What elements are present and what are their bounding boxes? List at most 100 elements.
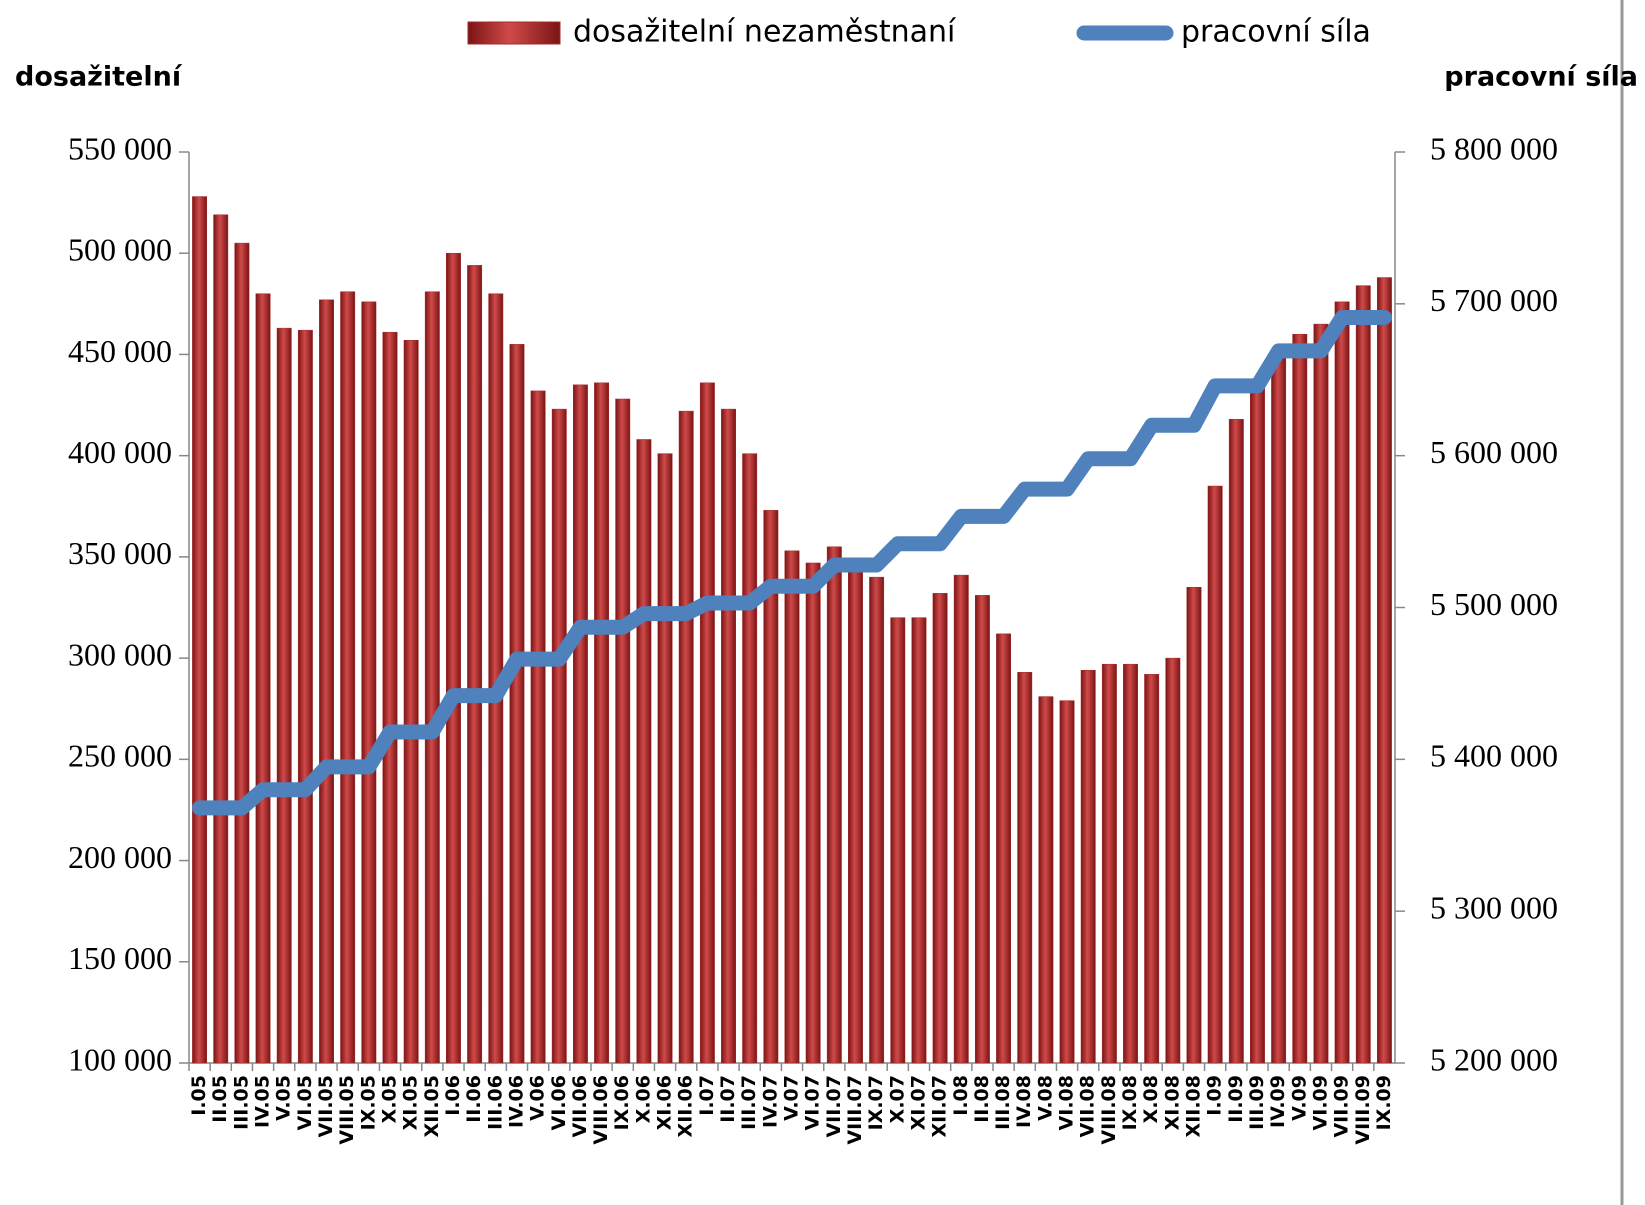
bar	[657, 453, 673, 1064]
x-tick-label: IX.06	[611, 1075, 633, 1130]
x-tick-label: I.08	[950, 1075, 972, 1116]
x-tick-label: IX.08	[1119, 1075, 1141, 1130]
line	[192, 309, 1392, 816]
bar	[1038, 696, 1054, 1064]
bar	[1207, 485, 1223, 1064]
bar	[1123, 663, 1138, 1064]
y2-tick-label: 5 500 000	[1430, 586, 1558, 622]
y2-tick-label: 5 300 000	[1430, 890, 1558, 926]
x-tick-label: IV.09	[1267, 1075, 1289, 1128]
bar	[784, 550, 800, 1064]
x-tick-label: VIII.09	[1352, 1075, 1374, 1145]
x-tick-label: III.05	[230, 1075, 252, 1130]
x-tick-label: IV.05	[252, 1075, 274, 1128]
x-tick-label: IX.05	[357, 1075, 379, 1130]
x-tick-label: X.06	[632, 1075, 654, 1123]
x-tick-label: VII.07	[823, 1075, 845, 1138]
bar	[530, 390, 546, 1064]
x-tick-label: XII.08	[1183, 1075, 1205, 1137]
x-tick-label: III.06	[484, 1075, 506, 1130]
x-tick-label: I.06	[442, 1075, 464, 1116]
bar	[932, 593, 948, 1064]
bar	[996, 633, 1012, 1064]
y-tick-label: 500 000	[68, 232, 172, 268]
y-tick-label: 400 000	[68, 434, 172, 470]
bar	[1101, 663, 1117, 1064]
bar	[1334, 301, 1350, 1064]
bar	[699, 382, 715, 1064]
y2-tick-label: 5 200 000	[1430, 1041, 1558, 1077]
x-tick-label: I.09	[1204, 1075, 1226, 1116]
bar	[213, 214, 229, 1064]
bar	[1250, 384, 1265, 1064]
bar	[1144, 674, 1160, 1064]
y-tick-label: 250 000	[68, 738, 172, 774]
bar	[1313, 323, 1329, 1064]
bar	[1376, 277, 1392, 1064]
bar	[636, 439, 652, 1064]
legend-label: pracovní síla	[1181, 15, 1371, 50]
x-tick-label: IV.07	[759, 1075, 781, 1128]
bar	[763, 510, 779, 1064]
y-tick-label: 550 000	[68, 130, 172, 166]
bar	[509, 344, 525, 1064]
x-tick-label: IV.06	[505, 1075, 527, 1128]
x-tick-label: VIII.08	[1098, 1075, 1120, 1145]
x-tick-label: II.06	[463, 1075, 485, 1123]
bar	[742, 453, 758, 1064]
bar	[890, 617, 906, 1064]
bar	[297, 329, 313, 1064]
x-tick-label: X.07	[886, 1075, 908, 1123]
y2-axis-title: pracovní síla	[1444, 62, 1638, 93]
bar	[911, 617, 927, 1064]
x-tick-label: IX.09	[1373, 1075, 1395, 1130]
bar	[551, 408, 567, 1064]
x-tick-label: XI.06	[654, 1075, 676, 1130]
bar	[594, 382, 610, 1064]
y-axis-title: dosažitelní	[15, 62, 183, 93]
x-tick-label: V.06	[527, 1075, 549, 1121]
bar	[678, 410, 694, 1064]
bar	[467, 265, 483, 1064]
bar	[826, 546, 842, 1064]
x-tick-label: VI.05	[294, 1075, 316, 1130]
x-tick-label: VIII.05	[336, 1075, 358, 1145]
x-tick-label: VII.08	[1077, 1075, 1099, 1138]
x-tick-label: VI.08	[1056, 1075, 1078, 1130]
legend-swatch	[467, 21, 561, 45]
bar	[1165, 657, 1181, 1064]
bar	[361, 301, 377, 1064]
y-tick-label: 100 000	[68, 1041, 172, 1077]
x-tick-label: VI.09	[1309, 1075, 1331, 1130]
bar	[572, 384, 588, 1064]
bar	[869, 576, 885, 1064]
y-tick-label: 450 000	[68, 333, 172, 369]
x-tick-label: VII.05	[315, 1075, 337, 1138]
bar	[1292, 333, 1308, 1064]
x-tick-label: II.07	[717, 1075, 739, 1123]
y2-tick-label: 5 400 000	[1430, 738, 1558, 774]
x-tick-label: I.05	[188, 1075, 210, 1116]
x-tick-label: XII.05	[421, 1075, 443, 1137]
x-tick-label: III.08	[992, 1075, 1014, 1130]
bar	[1186, 587, 1202, 1064]
x-tick-label: III.09	[1246, 1075, 1268, 1130]
bar	[805, 562, 821, 1064]
x-tick-label: IV.08	[1013, 1075, 1035, 1128]
y2-tick-label: 5 800 000	[1430, 130, 1558, 166]
bar	[319, 299, 334, 1064]
y-tick-label: 150 000	[68, 940, 172, 976]
x-tick-label: II.09	[1225, 1075, 1247, 1123]
bar	[848, 566, 863, 1064]
bar	[1080, 670, 1096, 1064]
bar	[1017, 672, 1033, 1064]
bar	[382, 331, 398, 1064]
x-tick-label: III.07	[738, 1075, 760, 1130]
x-tick-label: V.08	[1034, 1075, 1056, 1121]
bar	[721, 408, 736, 1064]
bar	[340, 291, 356, 1064]
x-tick-label: X.08	[1140, 1075, 1162, 1123]
x-tick-label: V.05	[273, 1075, 295, 1121]
x-tick-label: X.05	[379, 1075, 401, 1123]
x-tick-label: VI.07	[802, 1075, 824, 1130]
